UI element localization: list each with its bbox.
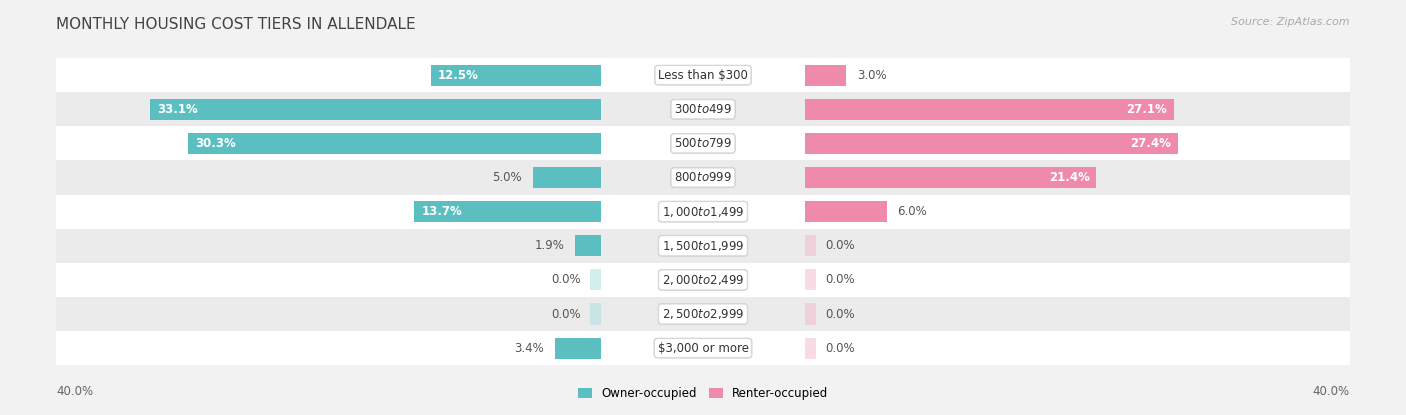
Bar xyxy=(591,303,602,325)
Bar xyxy=(806,126,1350,161)
Text: Less than $300: Less than $300 xyxy=(658,68,748,82)
Bar xyxy=(56,92,602,126)
Bar xyxy=(806,303,815,325)
Text: 0.0%: 0.0% xyxy=(825,308,855,320)
Bar xyxy=(806,201,887,222)
Text: $800 to $999: $800 to $999 xyxy=(673,171,733,184)
Bar xyxy=(555,337,602,359)
Bar xyxy=(533,167,602,188)
Bar xyxy=(806,297,1350,331)
Bar xyxy=(56,58,602,92)
Text: 0.0%: 0.0% xyxy=(825,239,855,252)
Bar xyxy=(56,229,602,263)
Bar xyxy=(806,167,1097,188)
Bar xyxy=(806,195,1350,229)
Text: 6.0%: 6.0% xyxy=(897,205,928,218)
Text: $1,500 to $1,999: $1,500 to $1,999 xyxy=(662,239,744,253)
Text: 30.3%: 30.3% xyxy=(195,137,236,150)
Bar xyxy=(806,133,1178,154)
Bar xyxy=(56,126,602,161)
Text: 27.4%: 27.4% xyxy=(1130,137,1171,150)
Text: 12.5%: 12.5% xyxy=(437,68,478,82)
Bar xyxy=(806,269,815,290)
Text: 40.0%: 40.0% xyxy=(1313,386,1350,398)
Text: 33.1%: 33.1% xyxy=(157,103,198,116)
Text: 3.4%: 3.4% xyxy=(515,342,544,355)
Text: Source: ZipAtlas.com: Source: ZipAtlas.com xyxy=(1232,17,1350,27)
Text: 5.0%: 5.0% xyxy=(492,171,522,184)
Text: 0.0%: 0.0% xyxy=(825,273,855,286)
Text: $500 to $799: $500 to $799 xyxy=(673,137,733,150)
Bar xyxy=(806,65,846,86)
Text: $2,500 to $2,999: $2,500 to $2,999 xyxy=(662,307,744,321)
Bar xyxy=(806,331,1350,365)
Text: 40.0%: 40.0% xyxy=(56,386,93,398)
Bar xyxy=(188,133,602,154)
Bar xyxy=(415,201,602,222)
Bar xyxy=(575,235,602,256)
Bar xyxy=(150,99,602,120)
Text: 0.0%: 0.0% xyxy=(551,273,581,286)
Bar xyxy=(602,161,806,195)
Bar xyxy=(806,92,1350,126)
Bar xyxy=(602,58,806,92)
Bar xyxy=(56,263,602,297)
Text: $3,000 or more: $3,000 or more xyxy=(658,342,748,355)
Bar xyxy=(602,263,806,297)
Bar xyxy=(806,337,815,359)
Text: $2,000 to $2,499: $2,000 to $2,499 xyxy=(662,273,744,287)
Bar xyxy=(56,331,602,365)
Text: $800 to $999: $800 to $999 xyxy=(673,171,733,184)
Legend: Owner-occupied, Renter-occupied: Owner-occupied, Renter-occupied xyxy=(572,383,834,405)
Bar xyxy=(806,161,1350,195)
Bar xyxy=(806,99,1174,120)
Text: 0.0%: 0.0% xyxy=(825,342,855,355)
Bar xyxy=(602,297,806,331)
Text: 3.0%: 3.0% xyxy=(856,68,886,82)
Bar xyxy=(806,235,815,256)
Bar xyxy=(806,263,1350,297)
Bar xyxy=(602,126,806,161)
Text: $2,500 to $2,999: $2,500 to $2,999 xyxy=(662,307,744,321)
Text: MONTHLY HOUSING COST TIERS IN ALLENDALE: MONTHLY HOUSING COST TIERS IN ALLENDALE xyxy=(56,17,416,32)
Bar xyxy=(806,58,1350,92)
Bar xyxy=(602,195,806,229)
Bar xyxy=(56,195,602,229)
Text: 1.9%: 1.9% xyxy=(534,239,564,252)
Text: $300 to $499: $300 to $499 xyxy=(673,103,733,116)
Text: $1,000 to $1,499: $1,000 to $1,499 xyxy=(662,205,744,219)
Bar xyxy=(602,331,806,365)
Text: 21.4%: 21.4% xyxy=(1049,171,1090,184)
Text: $2,000 to $2,499: $2,000 to $2,499 xyxy=(662,273,744,287)
Text: 0.0%: 0.0% xyxy=(551,308,581,320)
Text: 27.1%: 27.1% xyxy=(1126,103,1167,116)
Text: $1,000 to $1,499: $1,000 to $1,499 xyxy=(662,205,744,219)
Text: 13.7%: 13.7% xyxy=(422,205,463,218)
Text: Less than $300: Less than $300 xyxy=(658,68,748,82)
Bar xyxy=(56,161,602,195)
Bar xyxy=(602,92,806,126)
Bar xyxy=(56,297,602,331)
Text: $500 to $799: $500 to $799 xyxy=(673,137,733,150)
Text: $1,500 to $1,999: $1,500 to $1,999 xyxy=(662,239,744,253)
Bar xyxy=(602,229,806,263)
Bar xyxy=(430,65,602,86)
Bar xyxy=(591,269,602,290)
Text: $300 to $499: $300 to $499 xyxy=(673,103,733,116)
Bar xyxy=(806,229,1350,263)
Text: $3,000 or more: $3,000 or more xyxy=(658,342,748,355)
